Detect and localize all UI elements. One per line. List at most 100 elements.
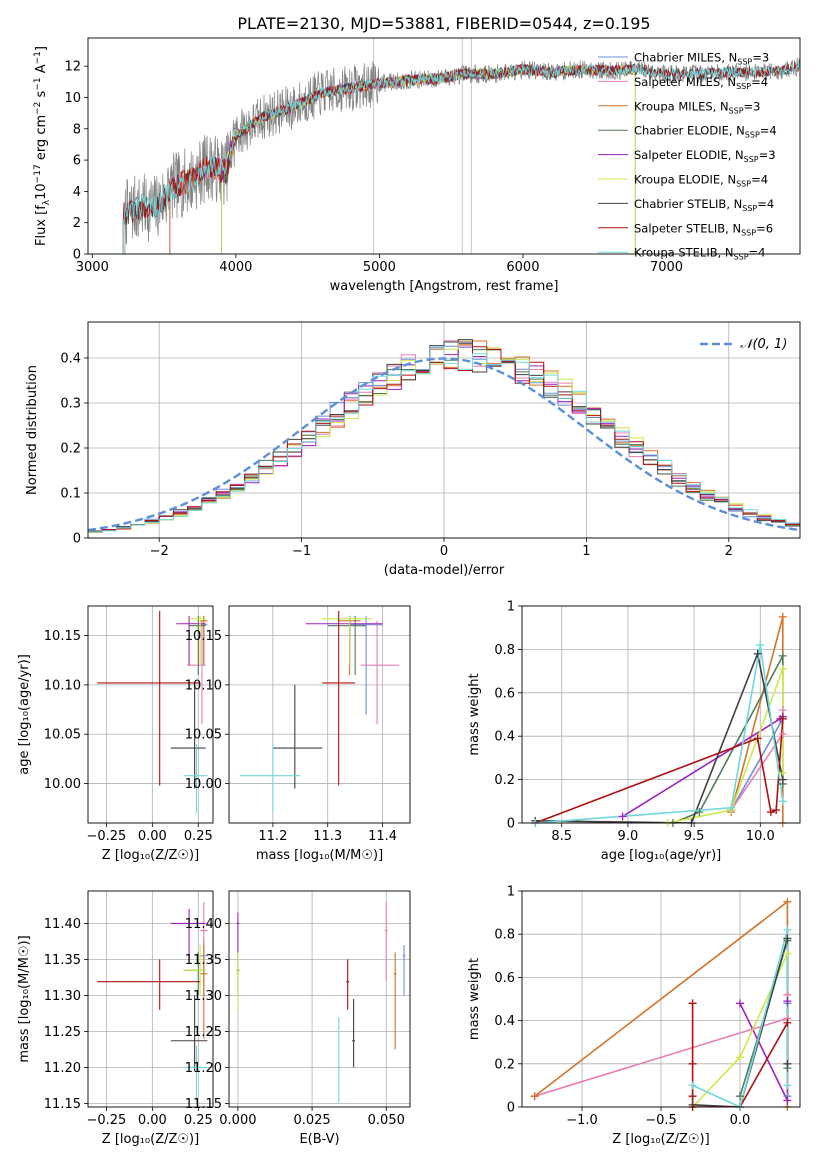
y-tick-label: 0.3: [60, 397, 81, 412]
x-tick-label: 3000: [76, 260, 109, 275]
x-tick-label: 8.5: [551, 829, 572, 844]
x-tick-label: −0.5: [645, 1113, 677, 1128]
x-tick-label: 11.3: [313, 829, 342, 844]
x-tick-label: 0.25: [184, 1113, 213, 1128]
y-tick-label: 10.15: [185, 629, 222, 644]
legend-text: Kroupa ELODIE, N: [634, 173, 736, 187]
x-tick-label: −1.0: [566, 1113, 598, 1128]
weight-point-marker: [783, 997, 792, 1006]
y-tick-label: 0: [73, 248, 81, 263]
age-vs-mass-panel: 11.2 11.3 11.4 10.00 10.05 10.10 10.15 mass [lo…: [185, 605, 411, 863]
legend-label: Kroupa MILES, NSSP=3: [634, 99, 760, 115]
weight-point-marker: [688, 999, 697, 1008]
y-axis-label-part: Flux [f: [34, 205, 49, 246]
y-tick-label: 10.05: [44, 728, 81, 743]
legend-text: =4: [751, 173, 768, 187]
y-tick-label: 11.30: [44, 989, 81, 1004]
legend-label: Salpeter MILES, NSSP=4: [634, 75, 768, 91]
y-axis-label-part: 10: [34, 183, 49, 200]
y-tick-label: 0.2: [60, 442, 81, 457]
x-tick-label: 0: [440, 544, 448, 559]
y-tick-label: 10.10: [44, 678, 81, 693]
weight-point-marker: [735, 1053, 744, 1062]
y-axis-label: Flux [fλ10−17 erg cm−2 s−1 A−1]: [33, 46, 52, 246]
histogram-step: [88, 346, 800, 535]
model-spectrum-line: [122, 63, 800, 254]
legend-label: Chabrier STELIB, NSSP=4: [634, 197, 774, 213]
weight-point-marker: [783, 934, 792, 943]
weight-point-marker: [778, 797, 787, 806]
axes-frame: [228, 605, 411, 824]
weights-vs-age-panel: 8.5 9.0 9.5 10.0 0 0.2 0.4 0.6 0.8 1 age [log₁₀(ag…: [467, 600, 801, 863]
x-axis-label: wavelength [Angstrom, rest frame]: [330, 279, 559, 294]
x-tick-label: 0.000: [219, 1113, 256, 1128]
weight-point-marker: [688, 1059, 697, 1068]
y-tick-label: 8: [73, 122, 81, 137]
y-tick-label: 0: [507, 817, 515, 832]
x-tick-label: 9.5: [684, 829, 705, 844]
weight-point-marker: [778, 775, 787, 784]
y-tick-label: 12: [64, 60, 81, 75]
y-tick-label: 2: [73, 216, 81, 231]
y-axis-label-part: −17: [33, 164, 43, 183]
y-tick-label: 0.2: [494, 1057, 515, 1072]
x-tick-label: 0.025: [293, 1113, 330, 1128]
mass-vs-ebv-panel: 0.000 0.025 0.050 11.15 11.20 11.25 11.30 11.35…: [185, 890, 411, 1147]
y-axis-label-part: s: [34, 90, 49, 101]
weight-point-marker: [783, 1081, 792, 1090]
x-tick-label: 4000: [219, 260, 252, 275]
y-tick-label: 11.15: [185, 1097, 222, 1112]
x-tick-label: 0.25: [184, 829, 213, 844]
weight-point-marker: [695, 808, 704, 817]
weight-point-marker: [688, 1081, 697, 1090]
weight-point-marker: [778, 612, 787, 621]
legend-text: =3: [752, 51, 769, 65]
y-tick-label: 11.40: [185, 917, 222, 932]
errorbar-plot-area: [97, 901, 208, 1104]
y-axis-label: mass weight: [467, 673, 482, 755]
y-tick-label: 11.15: [44, 1097, 81, 1112]
x-axis-label: Z [log₁₀(Z/Z☉)]: [102, 848, 199, 863]
legend-text: =4: [757, 197, 774, 211]
weight-point-marker: [783, 897, 792, 906]
x-tick-label: 6000: [506, 260, 539, 275]
y-tick-label: 11.40: [44, 917, 81, 932]
legend-text: Salpeter MILES, N: [634, 75, 736, 89]
y-tick-label: 0.8: [494, 928, 515, 943]
y-axis-label-part: −1: [33, 77, 43, 90]
y-tick-label: 11.35: [185, 953, 222, 968]
x-tick-label: 2: [725, 544, 733, 559]
x-axis-label: E(B-V): [299, 1132, 339, 1147]
x-tick-label: 1: [582, 544, 590, 559]
histogram-plot-area: [88, 339, 800, 535]
residuals-histogram-panel: −2 −1 0 1 2 0 0.1 0.2 0.3 0.4 (data-model)/error No…: [25, 321, 801, 578]
y-tick-label: 10.10: [185, 678, 222, 693]
spectrum-plot-area: [122, 38, 800, 254]
x-axis-label: (data-model)/error: [384, 563, 505, 578]
y-tick-label: 1: [507, 885, 515, 900]
legend-subscript: SSP: [742, 204, 757, 213]
model-spectrum-line: [169, 64, 636, 254]
weight-point-marker: [783, 1018, 792, 1027]
x-axis-label: Z [log₁₀(Z/Z☉)]: [102, 1132, 199, 1147]
y-axis-label-part: −2: [33, 102, 43, 115]
legend-text: Chabrier MILES, N: [634, 51, 737, 65]
weight-point-marker: [727, 803, 736, 812]
legend-subscript: SSP: [736, 82, 751, 91]
axes-frame: [228, 890, 411, 1108]
legend-text: =3: [759, 148, 776, 162]
y-tick-label: 11.25: [44, 1025, 81, 1040]
legend-label: Chabrier ELODIE, NSSP=4: [634, 124, 777, 140]
weight-series-line: [535, 650, 784, 823]
weight-point-marker: [783, 1059, 792, 1068]
legend-text: =4: [749, 246, 766, 260]
model-spectrum-line: [221, 63, 636, 254]
weight-series-line: [692, 929, 789, 1107]
legend-text: Chabrier ELODIE, N: [634, 124, 745, 138]
x-tick-label: 5000: [363, 260, 396, 275]
errorbar-plot-area: [239, 610, 400, 814]
axes-frame: [87, 37, 801, 255]
y-axis-label-part: erg cm: [34, 115, 49, 164]
axes-frame: [87, 321, 801, 539]
legend-subscript: SSP: [729, 106, 744, 115]
